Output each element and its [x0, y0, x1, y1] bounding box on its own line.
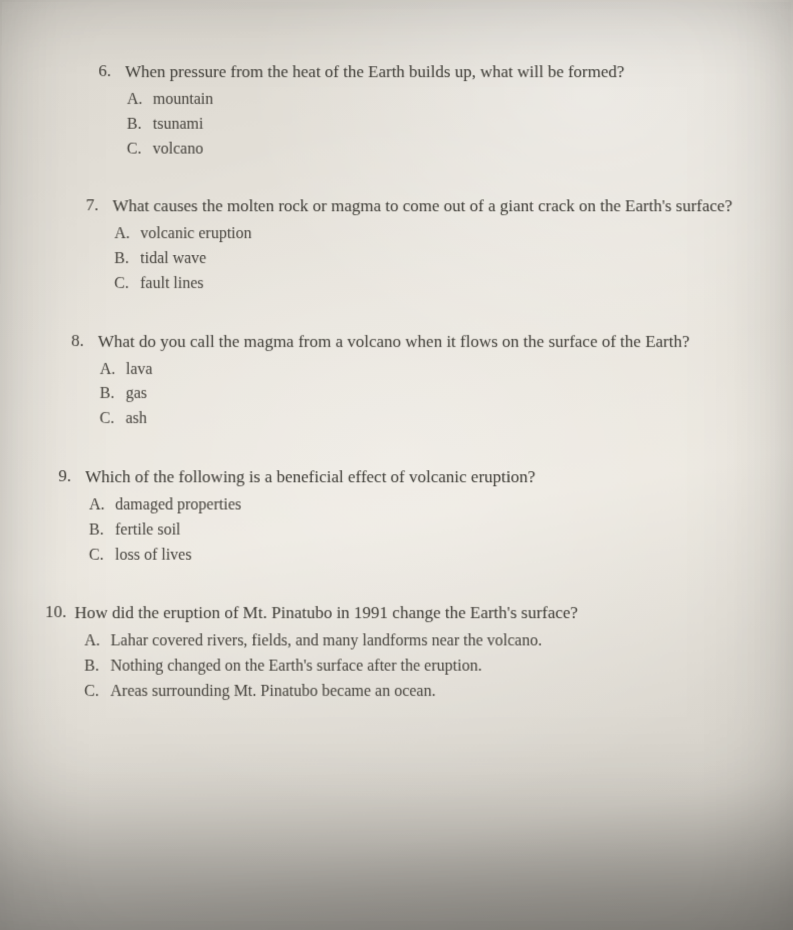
- question-number: 9.: [39, 466, 85, 486]
- question-6: 6. When pressure from the heat of the Ea…: [41, 61, 742, 162]
- question-number: 10.: [38, 602, 74, 622]
- option-a: A. volcanic eruption: [114, 222, 742, 247]
- option-letter: B.: [89, 518, 115, 543]
- question-10: 10. How did the eruption of Mt. Pinatubo…: [38, 602, 745, 704]
- option-c: C. fault lines: [114, 272, 743, 297]
- option-a: A. mountain: [127, 88, 742, 113]
- option-a: A. lava: [100, 358, 744, 383]
- option-text: tsunami: [153, 113, 204, 138]
- option-c: C. volcano: [127, 137, 742, 162]
- option-text: lava: [126, 358, 153, 383]
- question-text: How did the eruption of Mt. Pinatubo in …: [74, 602, 744, 625]
- option-letter: C.: [84, 680, 110, 705]
- question-row: 6. When pressure from the heat of the Ea…: [41, 61, 741, 84]
- option-b: B. gas: [100, 382, 744, 407]
- option-letter: C.: [114, 272, 140, 297]
- option-letter: B.: [114, 247, 140, 272]
- option-c: C. Areas surrounding Mt. Pinatubo became…: [84, 680, 745, 705]
- question-row: 10. How did the eruption of Mt. Pinatubo…: [38, 602, 744, 625]
- option-text: damaged properties: [115, 493, 241, 518]
- option-letter: C.: [89, 543, 115, 568]
- question-text: What do you call the magma from a volcan…: [98, 331, 743, 354]
- option-a: A. Lahar covered rivers, fields, and man…: [84, 630, 744, 655]
- option-letter: A.: [114, 222, 140, 247]
- option-b: B. tsunami: [127, 113, 742, 138]
- option-b: B. Nothing changed on the Earth's surfac…: [84, 655, 745, 680]
- question-options: A. lava B. gas C. ash: [99, 358, 743, 433]
- question-9: 9. Which of the following is a beneficia…: [39, 466, 745, 568]
- option-text: ash: [126, 407, 147, 432]
- option-letter: B.: [100, 382, 126, 407]
- option-c: C. loss of lives: [89, 543, 745, 568]
- option-letter: A.: [100, 358, 126, 383]
- question-number: 6.: [41, 61, 125, 81]
- option-text: tidal wave: [140, 247, 206, 272]
- option-c: C. ash: [99, 407, 743, 432]
- question-text: When pressure from the heat of the Earth…: [125, 61, 742, 84]
- option-a: A. damaged properties: [89, 493, 744, 518]
- option-text: fertile soil: [115, 518, 181, 543]
- question-options: A. damaged properties B. fertile soil C.…: [89, 493, 745, 568]
- option-text: volcanic eruption: [140, 222, 251, 247]
- option-text: mountain: [153, 88, 213, 113]
- question-text: What causes the molten rock or magma to …: [112, 196, 742, 219]
- option-text: gas: [126, 382, 147, 407]
- question-7: 7. What causes the molten rock or magma …: [40, 196, 743, 297]
- option-letter: A.: [89, 493, 115, 518]
- question-row: 9. Which of the following is a beneficia…: [39, 466, 744, 489]
- question-options: A. mountain B. tsunami C. volcano: [127, 88, 742, 162]
- option-text: volcano: [153, 137, 204, 162]
- question-number: 7.: [41, 196, 113, 216]
- option-letter: B.: [84, 655, 110, 680]
- option-letter: A.: [127, 88, 153, 113]
- option-text: fault lines: [140, 272, 204, 297]
- question-row: 8. What do you call the magma from a vol…: [40, 331, 743, 354]
- question-number: 8.: [40, 331, 98, 351]
- option-letter: B.: [127, 113, 153, 138]
- option-b: B. fertile soil: [89, 518, 744, 543]
- option-text: Nothing changed on the Earth's surface a…: [110, 655, 481, 680]
- question-text: Which of the following is a beneficial e…: [85, 466, 744, 489]
- option-letter: C.: [127, 137, 153, 162]
- option-b: B. tidal wave: [114, 247, 742, 272]
- question-8: 8. What do you call the magma from a vol…: [39, 331, 743, 432]
- option-text: Lahar covered rivers, fields, and many l…: [111, 630, 542, 655]
- option-text: loss of lives: [115, 543, 192, 568]
- worksheet-page: 6. When pressure from the heat of the Ea…: [0, 2, 793, 930]
- question-options: A. volcanic eruption B. tidal wave C. fa…: [114, 222, 743, 296]
- question-row: 7. What causes the molten rock or magma …: [41, 196, 743, 219]
- question-options: A. Lahar covered rivers, fields, and man…: [84, 630, 745, 705]
- option-letter: A.: [84, 630, 110, 655]
- option-text: Areas surrounding Mt. Pinatubo became an…: [110, 680, 435, 705]
- option-letter: C.: [99, 407, 125, 432]
